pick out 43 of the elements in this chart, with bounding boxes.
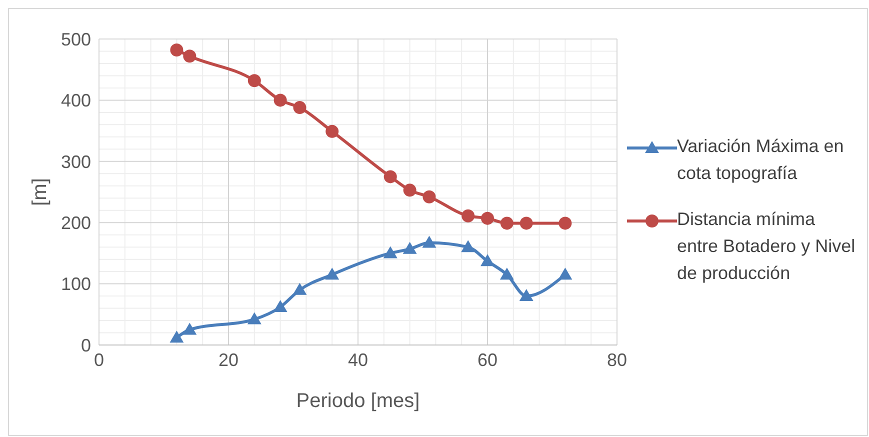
y-tick-label: 100 (60, 274, 91, 294)
point (292, 282, 307, 295)
point (293, 101, 306, 114)
point (170, 330, 184, 343)
x-tick-label: 0 (94, 350, 104, 370)
point (519, 289, 534, 302)
point (462, 209, 475, 222)
point (247, 312, 262, 324)
x-tick-label: 40 (348, 350, 368, 370)
point (403, 184, 416, 197)
point (183, 50, 196, 63)
point (383, 246, 398, 258)
x-axis-title: Periodo [mes] (296, 390, 420, 412)
point (481, 212, 494, 225)
point (558, 268, 572, 280)
point (422, 190, 436, 204)
point (558, 216, 572, 230)
y-tick-label: 500 (60, 29, 91, 50)
point (274, 94, 287, 107)
x-tick-label: 60 (477, 350, 498, 370)
point (248, 74, 261, 88)
y-tick-label: 400 (60, 90, 91, 111)
legend-label: Distancia mínima entre Botadero y Nivel de producción (677, 208, 856, 285)
point (480, 254, 494, 266)
point (273, 300, 288, 312)
point (500, 268, 514, 280)
point (182, 322, 197, 335)
y-tick-label: 200 (60, 212, 91, 233)
x-tick-label: 20 (218, 350, 239, 370)
point (326, 124, 339, 138)
y-tick-label: 0 (80, 335, 91, 356)
x-tick-label: 80 (606, 350, 628, 370)
point (402, 242, 417, 254)
y-tick-label: 300 (60, 152, 91, 172)
point (500, 216, 514, 230)
point (461, 240, 476, 252)
point (520, 216, 533, 230)
y-axis-title: [m] (29, 178, 52, 206)
point (170, 44, 184, 57)
point (325, 268, 340, 280)
point (422, 236, 436, 248)
legend-label: Variación Máxima en cota topografía (677, 134, 845, 185)
point (384, 170, 397, 184)
